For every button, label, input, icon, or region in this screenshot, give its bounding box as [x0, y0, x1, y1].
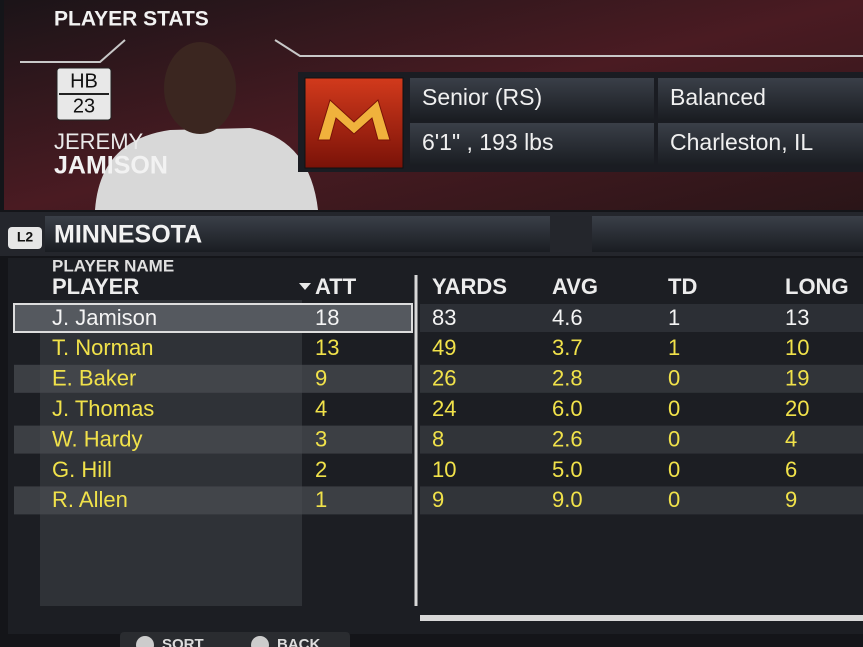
player-name: E. Baker [52, 366, 136, 391]
selected-row [13, 303, 413, 333]
stat-cell: 1 [668, 305, 680, 330]
stat-cell: 4 [315, 396, 327, 421]
team-logo-mark [317, 99, 391, 141]
stat-cell: 20 [785, 396, 809, 421]
stat-cell: 83 [432, 305, 456, 330]
stat-cell: 0 [668, 487, 680, 512]
row-stripe [14, 425, 412, 454]
info-cell [410, 123, 654, 165]
jersey-number: 23 [73, 95, 95, 117]
sort-label[interactable]: SORT [162, 636, 204, 647]
player-style: Balanced [670, 84, 766, 110]
stat-cell: 10 [432, 457, 456, 482]
stat-cell: 13 [785, 305, 809, 330]
stat-cell: 13 [315, 335, 339, 360]
l2-button[interactable] [8, 227, 42, 249]
player-name: G. Hill [52, 457, 112, 482]
last-name: JAMISON [54, 152, 168, 180]
info-cell [658, 78, 863, 120]
stat-cell: 10 [785, 335, 809, 360]
stat-cell: 9 [785, 487, 797, 512]
l2-label: L2 [17, 229, 34, 245]
stat-cell: 6 [785, 457, 797, 482]
row-stripe [420, 364, 863, 393]
player-hometown: Charleston, IL [670, 129, 813, 155]
stat-cell: 2 [315, 457, 327, 482]
stat-cell: 0 [668, 396, 680, 421]
player-name: R. Allen [52, 487, 128, 512]
info-cell [410, 78, 654, 120]
player-class: Senior (RS) [422, 84, 542, 110]
table-subtitle: PLAYER NAME [52, 256, 174, 275]
stat-cell: 18 [315, 305, 339, 330]
column-header: YARDS [432, 274, 507, 299]
header-lines [20, 39, 863, 63]
position: HB [70, 70, 98, 92]
back-label[interactable]: BACK [277, 636, 320, 647]
team-side-box [592, 216, 863, 252]
row-stripe [14, 486, 412, 515]
stat-cell: 1 [668, 335, 680, 360]
team-name-box [45, 216, 550, 252]
stat-cell: 5.0 [552, 457, 583, 482]
footer-bar [120, 632, 350, 647]
stat-cell: 8 [432, 426, 444, 451]
player-name: W. Hardy [52, 426, 142, 451]
scrollbar [420, 615, 863, 621]
stat-cell: 3 [315, 426, 327, 451]
column-header: LONG [785, 274, 849, 299]
player-size: 6'1" , 193 lbs [422, 129, 553, 155]
row-stripe [420, 486, 863, 515]
column-header: TD [668, 274, 697, 299]
stat-cell: 9 [432, 487, 444, 512]
back-button-icon[interactable] [251, 636, 269, 647]
sort-button-icon[interactable] [136, 636, 154, 647]
player-name: T. Norman [52, 335, 153, 360]
stat-cell: 3.7 [552, 335, 583, 360]
stat-cell: 0 [668, 457, 680, 482]
screen-title: PLAYER STATS [54, 8, 209, 31]
player-jersey [95, 128, 318, 210]
stat-cell: 24 [432, 396, 456, 421]
team-name: MINNESOTA [54, 221, 202, 249]
selected-row [420, 304, 863, 332]
stat-cell: 6.0 [552, 396, 583, 421]
first-name: JEREMY [54, 129, 144, 154]
column-header: PLAYER [52, 274, 139, 299]
stat-cell: 9.0 [552, 487, 583, 512]
player-head [164, 42, 236, 134]
player-name: J. Thomas [52, 396, 154, 421]
stat-cell: 0 [668, 426, 680, 451]
player-name: J. Jamison [52, 305, 157, 330]
stat-cell: 1 [315, 487, 327, 512]
stat-cell: 49 [432, 335, 456, 360]
stat-cell: 9 [315, 366, 327, 391]
stat-cell: 2.8 [552, 366, 583, 391]
stat-cell: 26 [432, 366, 456, 391]
row-stripe [14, 364, 412, 393]
info-cell [658, 123, 863, 165]
stat-cell: 4 [785, 426, 797, 451]
stat-cell: 4.6 [552, 305, 583, 330]
column-header: ATT [315, 274, 357, 299]
column-header: AVG [552, 274, 598, 299]
stat-cell: 19 [785, 366, 809, 391]
row-stripe [420, 425, 863, 454]
stat-cell: 0 [668, 366, 680, 391]
sort-indicator [299, 283, 311, 290]
stat-cell: 2.6 [552, 426, 583, 451]
